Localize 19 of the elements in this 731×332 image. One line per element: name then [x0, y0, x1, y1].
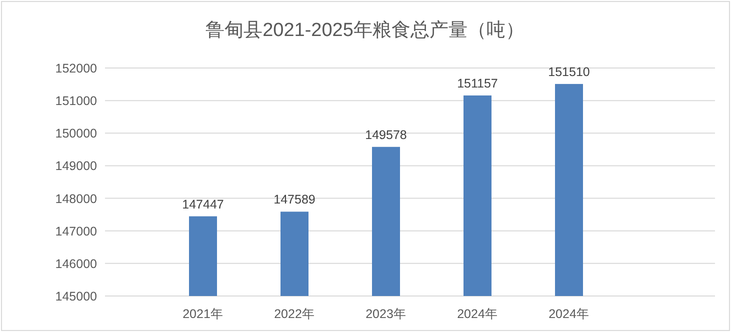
x-tick-label: 2022年 [274, 307, 315, 321]
chart-title: 鲁甸县2021-2025年粮食总产量（吨） [206, 20, 524, 41]
x-tick-label: 2024年 [548, 307, 590, 321]
data-label: 149578 [365, 128, 407, 142]
y-tick-label: 149000 [55, 159, 98, 174]
x-tick-label: 2024年 [457, 307, 498, 321]
y-tick-label: 150000 [55, 126, 98, 141]
data-label: 151157 [457, 76, 498, 90]
x-tick-label: 2021年 [182, 307, 224, 321]
y-tick-label: 146000 [55, 256, 98, 271]
x-tick-label: 2023年 [366, 307, 406, 321]
y-tick-label: 152000 [55, 62, 98, 76]
data-label: 147589 [274, 192, 316, 207]
y-tick-label: 145000 [55, 290, 98, 304]
y-tick-label: 148000 [55, 192, 98, 206]
y-tick-label: 151000 [55, 94, 98, 108]
data-label: 147447 [182, 197, 224, 212]
y-tick-label: 147000 [55, 224, 98, 238]
data-label: 151510 [548, 64, 590, 79]
